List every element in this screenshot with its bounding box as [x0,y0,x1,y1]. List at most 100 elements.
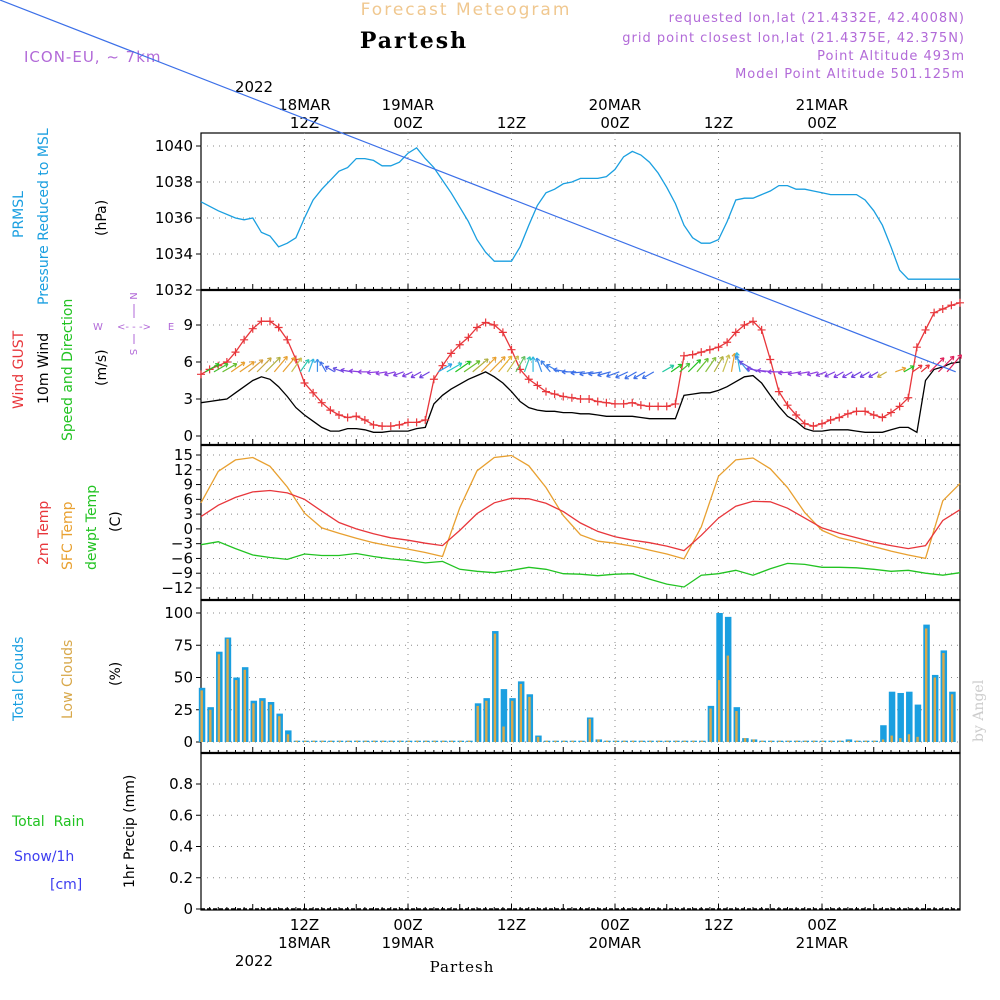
wind-arrow-head [696,359,702,364]
low-cloud-bar [562,740,566,742]
wind-arrow [393,371,404,377]
low-cloud-bar [321,740,324,742]
wind-arrow-head [392,372,398,378]
wind-arrow [319,361,327,373]
compass-e: E [168,322,174,333]
pressure-ytick-label: 1036 [155,209,193,227]
low-cloud-bar [649,740,652,742]
wind-ytick-label: 6 [183,353,193,371]
low-cloud-bar [519,683,523,742]
temperature-ytick-label: 12 [174,461,193,479]
gust-marker [309,388,318,397]
wind-ytick-label: 9 [183,316,193,334]
wind-arrow-head [340,367,345,374]
wind-labels: Wind GUST 10m Wind Speed and Direction (… [11,292,174,441]
temperature-ytick-label: 3 [183,505,193,523]
low-cloud-bar [373,740,376,742]
wind-arrow [498,355,513,373]
wind-arrow [222,363,238,373]
low-cloud-bar [355,740,359,742]
gust-marker [654,402,663,411]
low-cloud-bar [726,655,730,742]
low-cloud-bar [614,740,617,742]
gust-marker [861,407,870,416]
temperature-ytick-label: 0 [183,520,193,538]
low-cloud-bar [476,705,479,742]
low-cloud-bar [942,652,945,742]
gust-marker [429,375,438,384]
wind-arrow-head [332,366,338,372]
pressure-frame [200,132,961,291]
wind-arrow [410,371,422,379]
gust-marker [611,399,619,408]
wind-arrow-head [711,356,717,362]
gust-marker [826,415,835,424]
wind-arrow [248,359,264,373]
top-date-label: 19MAR [382,96,435,114]
wind-arrow-head [850,373,856,379]
wind-arrow-head [876,373,882,378]
wind-arrow-head [466,360,472,366]
wind-arrow [540,360,551,373]
gust-marker [809,422,818,431]
total-cloud-bar [845,739,853,742]
gust-marker [766,355,775,364]
gust-marker [636,401,645,410]
wind-arrow [662,364,675,373]
gust-marker [352,412,361,421]
gust-marker [473,323,481,332]
wind-arrow [515,356,526,373]
low-cloud-bar [933,677,937,742]
wind-arrow [815,371,827,377]
bottom-hour-label: 12Z [497,916,526,934]
gust-marker [731,328,740,337]
bottom-hour-label: 12Z [290,916,319,934]
low-cloud-bar [545,740,548,742]
bottom-hour-label: 12Z [704,916,733,934]
gust-marker [447,349,456,358]
wind-arrow-head [507,355,513,361]
low-cloud-bar [442,740,445,742]
pressure-panel: 1032 1034 1036 1038 1040 [155,132,961,299]
wind-arrow-head [868,373,873,378]
wind-arrow [705,357,717,373]
low-cloud-bar [597,739,600,742]
wind-arrow-head [939,357,945,362]
wind-arrow-head [491,356,497,362]
gust-marker [680,351,688,360]
wind-arrow [687,359,701,373]
low-cloud-bar [657,740,661,742]
gust-marker [386,422,395,431]
model-altitude: Model Point Altitude 501.125m [735,67,965,82]
clouds-ytick-label: 75 [174,636,193,654]
panels: 103210341036103810400369−12−9−6−30369121… [0,0,964,918]
precipitation-ytick-label: 0.8 [169,775,193,793]
wind-arrow [895,367,906,373]
low-cloud-bar [338,740,341,742]
low-cloud-bar [787,740,790,742]
low-cloud-bar [769,740,773,742]
wind-arrow [615,371,629,379]
wind-arrow [859,371,870,378]
gust-marker [490,321,499,329]
top-hour-label: 00Z [393,114,422,132]
bottom-date-label: 20MAR [589,934,642,952]
low-cloud-bar [623,740,626,742]
wind-arrow [868,371,879,378]
gust-marker [956,298,964,307]
low-cloud-bar [778,740,781,742]
gust-marker [197,370,205,379]
total-cloud-bar [888,691,896,742]
gust-marker [714,343,723,352]
pressure-line [200,146,960,280]
precipitation-ytick-label: 0.4 [169,838,193,856]
requested-coords: requested lon,lat (21.4332E, 42.4008N) [669,11,965,26]
gust-marker [274,323,283,332]
gust-marker [921,325,930,334]
wind-arrow [736,352,741,372]
low-cloud-bar [847,740,850,742]
wind-arrow-head [324,365,330,371]
gust-label: Wind GUST [11,330,27,409]
wind-arrow-head [746,366,751,372]
wind-arrow [480,356,497,373]
